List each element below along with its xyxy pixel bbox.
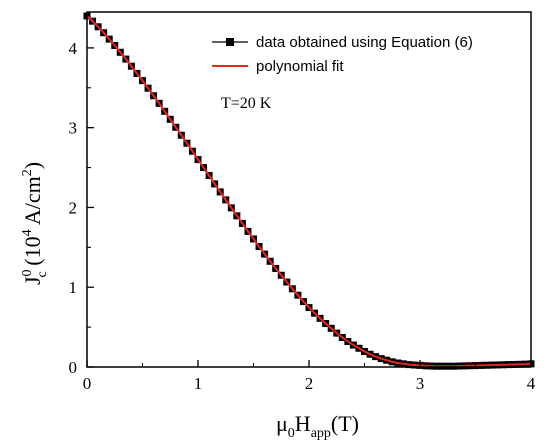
x-axis-title: μ0Happ(T) [276,411,359,441]
series-fit-line [86,15,532,368]
legend-marker-data-square [226,38,234,46]
x-tick-label: 1 [194,374,203,393]
y-axis-title-close: ) [20,162,45,169]
y-axis-title: J0c (104 A/cm2) [20,162,50,285]
y-axis-title-sup2: 2 [20,169,35,176]
y-tick-label: 4 [69,39,78,58]
y-axis-title-j: J [20,276,45,285]
tick-layer: 0 1 2 3 4 0 1 2 3 4 [69,39,536,393]
y-tick-label: 2 [69,198,78,217]
x-axis-title-h: H [295,411,311,436]
x-tick-label: 4 [527,374,536,393]
x-axis-title-unit: (T) [331,411,359,436]
x-axis-title-sub0: 0 [288,426,295,441]
x-tick-label: 0 [83,374,92,393]
y-tick-label: 0 [69,358,78,377]
x-tick-label: 3 [416,374,425,393]
x-axis-title-subapp: app [311,426,331,441]
x-tick-label: 2 [305,374,314,393]
y-axis-title-sup4: 4 [20,229,35,236]
temperature-annotation: T=20 K [221,95,272,112]
x-axis-title-mu: μ [276,411,288,436]
y-tick-label: 1 [69,278,78,297]
legend-label-fit: polynomial fit [256,58,344,75]
y-axis-title-unit: A/cm [20,176,45,229]
y-axis-title-mid: (10 [20,236,45,271]
y-axis-title-sup0: 0 [20,269,35,276]
legend: data obtained using Equation (6) polynom… [212,34,473,75]
legend-label-data: data obtained using Equation (6) [256,34,473,51]
series-layer [83,12,535,370]
y-tick-label: 3 [69,119,78,138]
y-axis-title-subc: c [35,271,50,277]
